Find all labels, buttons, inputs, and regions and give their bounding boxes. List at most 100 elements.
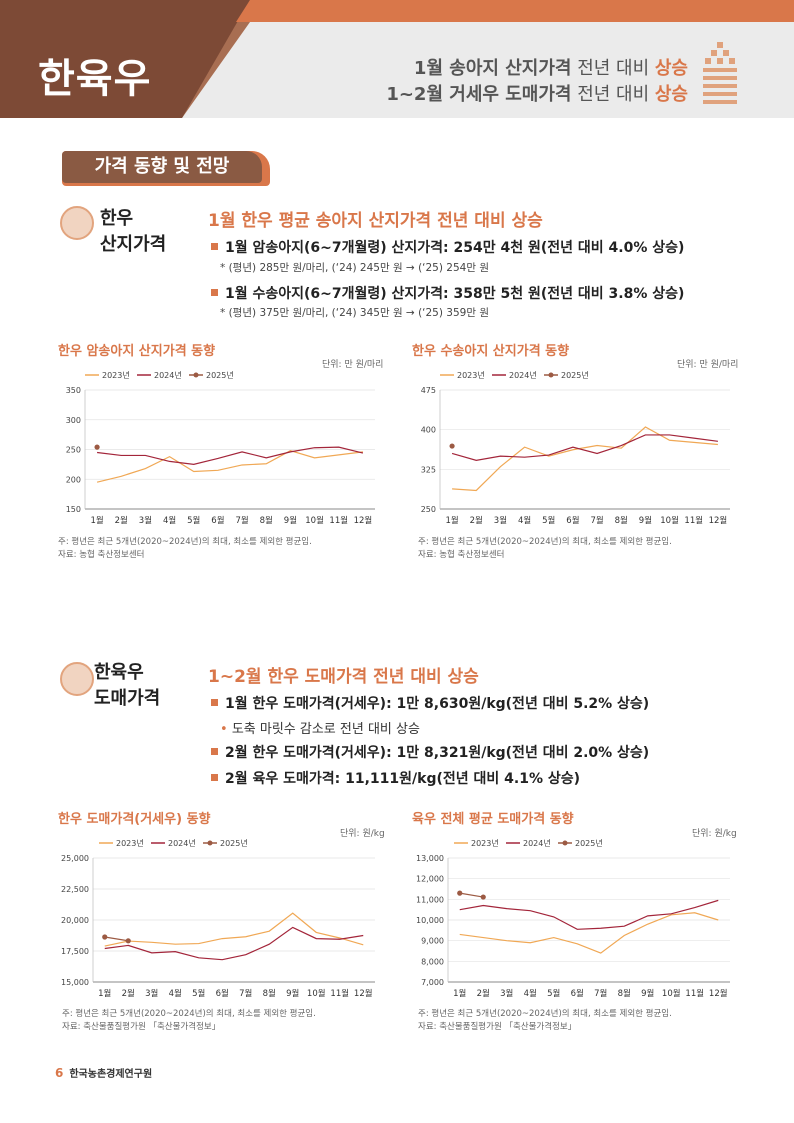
legend-label: 2023년 xyxy=(457,370,485,380)
header-decoration xyxy=(0,0,794,118)
legend-label: 2024년 xyxy=(168,838,196,848)
x-tick-label: 4월 xyxy=(163,515,176,526)
block1-bullet-2: 1월 수송아지(6~7개월령) 산지가격: 358만 5천 원(전년 대비 3.… xyxy=(211,283,684,303)
x-tick-label: 7월 xyxy=(590,515,603,526)
x-tick-label: 8월 xyxy=(618,988,631,999)
data-point-2025 xyxy=(102,934,108,940)
x-tick-label: 7월 xyxy=(239,988,252,999)
y-tick-label: 11,000 xyxy=(416,895,444,904)
chart2-notes: 주: 평년은 최근 5개년(2020~2024년)의 최대, 최소를 제외한 평… xyxy=(418,537,672,560)
legend-item: 2023년 xyxy=(85,370,130,380)
series-line-2023년 xyxy=(452,426,718,492)
x-tick-label: 9월 xyxy=(286,988,299,999)
header-emblem-icon xyxy=(703,42,737,104)
legend-label: 2025년 xyxy=(561,370,589,380)
data-point-2025 xyxy=(94,444,100,450)
header-headline-1: 1월 송아지 산지가격 전년 대비 상승 xyxy=(413,58,688,79)
block2-bullet-3: 2월 육우 도매가격: 11,111원/kg(전년 대비 4.1% 상승) xyxy=(211,768,580,788)
y-tick-label: 150 xyxy=(66,505,81,514)
x-tick-label: 10월 xyxy=(305,515,324,526)
x-tick-label: 5월 xyxy=(542,515,555,526)
x-tick-label: 1월 xyxy=(90,515,103,526)
chart4-title: 육우 전체 평균 도매가격 동향 xyxy=(412,812,574,827)
x-tick-label: 9월 xyxy=(641,988,654,999)
legend-item: 2023년 xyxy=(454,838,499,848)
chart3-title: 한우 도매가격(거세우) 동향 xyxy=(58,812,211,827)
x-tick-label: 10월 xyxy=(662,988,681,999)
x-tick-label: 1월 xyxy=(445,515,458,526)
x-tick-label: 4월 xyxy=(524,988,537,999)
legend-item: 2024년 xyxy=(506,838,551,848)
x-tick-label: 6월 xyxy=(216,988,229,999)
y-tick-label: 9,000 xyxy=(421,937,444,946)
legend-marker xyxy=(548,372,554,378)
cattle-icon xyxy=(60,206,94,240)
x-tick-label: 8월 xyxy=(263,988,276,999)
block2-side-title: 한육우 도매가격 xyxy=(94,662,161,709)
y-tick-label: 20,000 xyxy=(61,916,89,925)
legend-marker xyxy=(562,840,568,846)
chart2-unit: 단위: 만 원/마리 xyxy=(677,360,739,370)
x-tick-label: 3월 xyxy=(145,988,158,999)
footer-org: 한국농촌경제연구원 xyxy=(69,1069,153,1080)
x-tick-label: 12월 xyxy=(709,515,728,526)
x-tick-label: 10월 xyxy=(307,988,326,999)
y-tick-label: 325 xyxy=(421,465,436,474)
legend-label: 2023년 xyxy=(102,370,130,380)
series-line-2023년 xyxy=(104,912,364,947)
y-tick-label: 300 xyxy=(66,416,81,425)
x-tick-label: 2월 xyxy=(122,988,135,999)
chart3-notes: 주: 평년은 최근 5개년(2020~2024년)의 최대, 최소를 제외한 평… xyxy=(62,1009,316,1032)
y-tick-label: 17,500 xyxy=(61,947,89,956)
series-line-2023년 xyxy=(96,450,363,483)
legend-marker xyxy=(207,840,213,846)
x-tick-label: 1월 xyxy=(98,988,111,999)
header-headline-2: 1~2월 거세우 도매가격 전년 대비 상승 xyxy=(386,84,688,105)
x-tick-label: 9월 xyxy=(639,515,652,526)
series-line-2025년 xyxy=(459,892,484,898)
x-tick-label: 12월 xyxy=(354,515,373,526)
x-tick-label: 6월 xyxy=(566,515,579,526)
data-point-2025 xyxy=(457,890,463,896)
block2-bullet-1: 1월 한우 도매가격(거세우): 1만 8,630원/kg(전년 대비 5.2%… xyxy=(211,693,649,713)
x-tick-label: 2월 xyxy=(477,988,490,999)
legend-item: 2024년 xyxy=(137,370,182,380)
legend-item: 2023년 xyxy=(440,370,485,380)
legend-label: 2025년 xyxy=(220,838,248,848)
y-tick-label: 350 xyxy=(66,386,81,395)
series-line-2024년 xyxy=(97,446,364,465)
block1-side-title: 한우 산지가격 xyxy=(100,208,167,255)
series-line-2024년 xyxy=(104,926,364,961)
legend-item: 2025년 xyxy=(544,370,589,380)
x-tick-label: 7월 xyxy=(235,515,248,526)
legend-item: 2025년 xyxy=(203,838,248,848)
block1-note-1: * (평년) 285만 원/마리, (‘24) 245만 원 → (‘25) 2… xyxy=(220,262,489,274)
y-tick-label: 475 xyxy=(421,386,436,395)
data-point-2025 xyxy=(449,443,455,449)
legend-label: 2024년 xyxy=(523,838,551,848)
x-tick-label: 5월 xyxy=(547,988,560,999)
legend-label: 2023년 xyxy=(471,838,499,848)
x-tick-label: 11월 xyxy=(329,515,348,526)
x-tick-label: 4월 xyxy=(169,988,182,999)
legend-item: 2025년 xyxy=(558,838,603,848)
block2-bullet-2: 2월 한우 도매가격(거세우): 1만 8,321원/kg(전년 대비 2.0%… xyxy=(211,742,649,762)
block2-headline: 1~2월 한우 도매가격 전년 대비 상승 xyxy=(208,667,479,687)
chart4-notes: 주: 평년은 최근 5개년(2020~2024년)의 최대, 최소를 제외한 평… xyxy=(418,1009,672,1032)
x-tick-label: 8월 xyxy=(615,515,628,526)
cattle-icon xyxy=(60,662,94,696)
chart1-notes: 주: 평년은 최근 5개년(2020~2024년)의 최대, 최소를 제외한 평… xyxy=(58,537,312,560)
legend-item: 2024년 xyxy=(492,370,537,380)
x-tick-label: 5월 xyxy=(192,988,205,999)
chart1-unit: 단위: 만 원/마리 xyxy=(322,360,384,370)
y-tick-label: 250 xyxy=(421,505,436,514)
x-tick-label: 6월 xyxy=(211,515,224,526)
legend-label: 2024년 xyxy=(154,370,182,380)
legend-label: 2025년 xyxy=(575,838,603,848)
x-tick-label: 12월 xyxy=(709,988,728,999)
y-tick-label: 200 xyxy=(66,475,81,484)
y-tick-label: 10,000 xyxy=(416,916,444,925)
y-tick-label: 250 xyxy=(66,446,81,455)
dot-icon: • xyxy=(220,722,232,737)
x-tick-label: 9월 xyxy=(284,515,297,526)
